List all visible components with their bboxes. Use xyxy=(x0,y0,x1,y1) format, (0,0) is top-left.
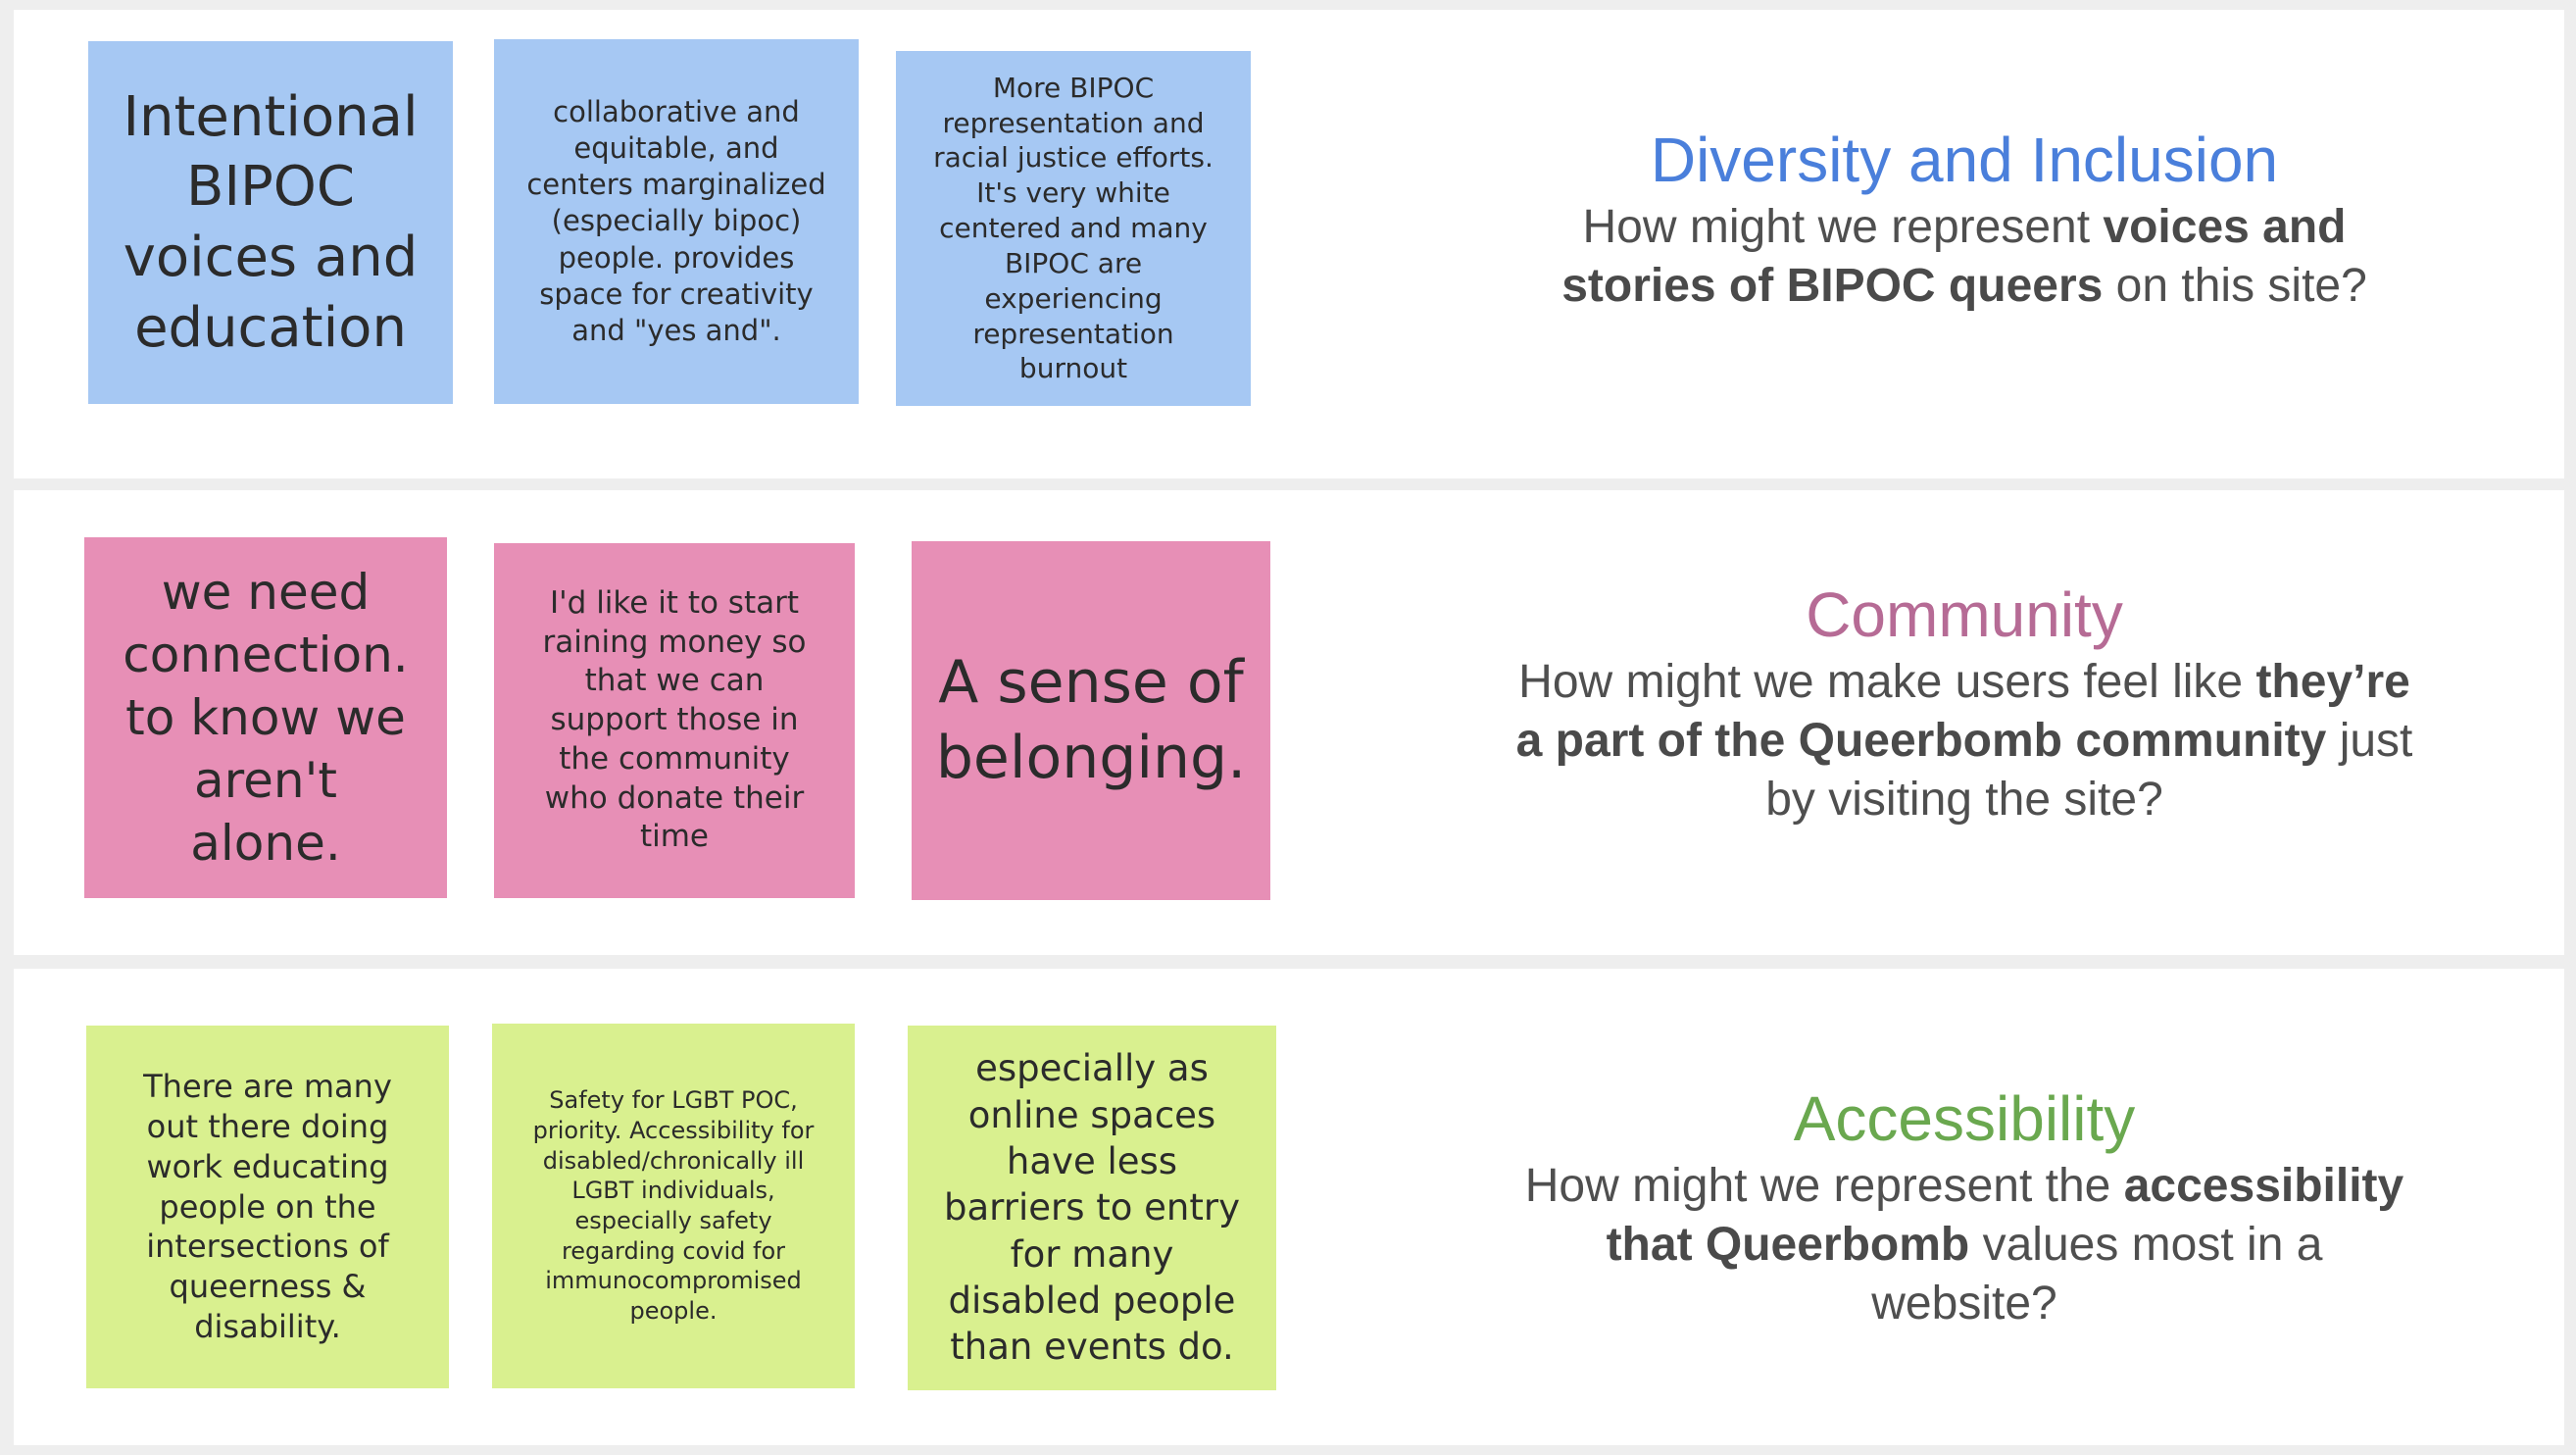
sticky-note[interactable]: There are many out there doing work educ… xyxy=(86,1026,449,1402)
section-community-panel: we need connection. to know we aren't al… xyxy=(14,490,2564,955)
section-diversity-panel: Intentional BIPOC voices and education c… xyxy=(14,10,2564,478)
sticky-note[interactable]: Safety for LGBT POC, priority. Accessibi… xyxy=(492,1024,855,1402)
sticky-note[interactable]: Intentional BIPOC voices and education xyxy=(88,41,453,418)
section-title: Diversity and Inclusion xyxy=(1650,125,2279,195)
section-question: How might we represent the accessibility… xyxy=(1524,1159,2404,1330)
section-question: How might we represent voices and storie… xyxy=(1561,200,2367,312)
prompt-diversity: Diversity and Inclusion How might we rep… xyxy=(1513,125,2415,316)
sticky-note[interactable]: collaborative and equitable, and centers… xyxy=(494,39,859,418)
section-question: How might we make users feel like they’r… xyxy=(1515,655,2413,826)
sticky-note[interactable]: we need connection. to know we aren't al… xyxy=(84,537,447,912)
sticky-note[interactable]: especially as online spaces have less ba… xyxy=(908,1026,1276,1404)
prompt-community: Community How might we make users feel l… xyxy=(1513,579,2415,829)
sticky-note[interactable]: I'd like it to start raining money so th… xyxy=(494,543,855,912)
sticky-note[interactable]: A sense of belonging. xyxy=(912,541,1270,914)
sticky-note[interactable]: More BIPOC representation and racial jus… xyxy=(896,51,1251,420)
section-accessibility-panel: There are many out there doing work educ… xyxy=(14,969,2564,1445)
section-title: Accessibility xyxy=(1793,1083,2136,1154)
section-title: Community xyxy=(1806,579,2123,650)
prompt-accessibility: Accessibility How might we represent the… xyxy=(1513,1083,2415,1333)
